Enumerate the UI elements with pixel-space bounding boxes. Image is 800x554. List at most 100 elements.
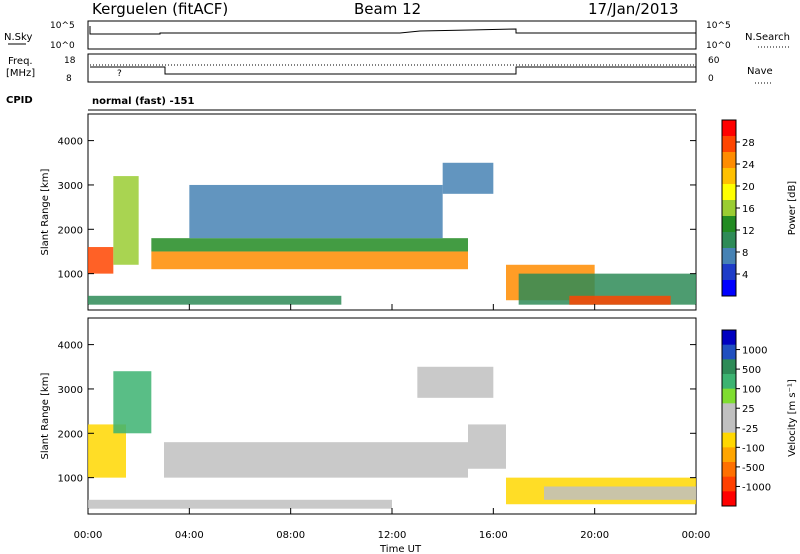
- freq-tick-top: 18: [64, 56, 76, 66]
- colorbar-tick-power-colorbar-6: 4: [742, 270, 748, 281]
- power-colorbar-label: Power [dB]: [787, 181, 798, 236]
- colorbar-swatch-velocity-colorbar-9: [722, 462, 736, 478]
- heatmap-patch-1-7: [417, 366, 494, 398]
- colorbar-tick-power-colorbar-0: 28: [742, 138, 755, 149]
- station-title: Kerguelen (fitACF): [92, 0, 228, 18]
- cpid-label: CPID: [6, 95, 33, 106]
- colorbar-tick-velocity-colorbar-6: -500: [742, 463, 765, 474]
- colorbar-swatch-power-colorbar-10: [722, 280, 736, 297]
- velocity-colorbar-label: Velocity [m s⁻¹]: [787, 379, 798, 457]
- colorbar-swatch-velocity-colorbar-11: [722, 491, 736, 507]
- colorbar-swatch-velocity-colorbar-0: [722, 330, 736, 346]
- freq-tick-bottom: 8: [66, 74, 72, 84]
- velocity-patches: [88, 366, 696, 509]
- ytick-label-1-0: 1000: [58, 474, 83, 485]
- x-axis-label: Time UT: [379, 544, 422, 554]
- nave-tick-bottom: 0: [708, 74, 714, 84]
- colorbar-tick-velocity-colorbar-0: 1000: [742, 346, 767, 357]
- heatmap-patch-0-3: [151, 238, 469, 252]
- freq-label: Freq.: [8, 56, 33, 67]
- colorbar-swatch-power-colorbar-2: [722, 152, 736, 169]
- nave-tick-top: 60: [708, 56, 720, 66]
- colorbar-swatch-velocity-colorbar-8: [722, 447, 736, 463]
- colorbar-tick-velocity-colorbar-3: 25: [742, 404, 755, 415]
- freq-trace: [90, 66, 696, 75]
- colorbar-swatch-velocity-colorbar-4: [722, 388, 736, 404]
- ytick-label-0-0: 1000: [58, 270, 83, 281]
- heatmap-patch-0-7: [569, 295, 671, 305]
- nsearch-tick-bottom: 10^0: [706, 41, 731, 51]
- freq-panel: [87, 53, 697, 83]
- heatmap-patch-1-5: [544, 486, 696, 500]
- colorbar-tick-velocity-colorbar-7: -1000: [742, 482, 771, 493]
- colorbar-tick-power-colorbar-3: 16: [742, 204, 755, 215]
- nsky-tick-bottom: 10^0: [50, 41, 75, 51]
- nave-label: Nave: [747, 66, 773, 77]
- heatmap-patch-0-4: [189, 184, 443, 239]
- colorbar-swatch-power-colorbar-5: [722, 200, 736, 217]
- heatmap-patch-0-0: [88, 247, 114, 274]
- xtick-label-6: 00:00: [682, 530, 711, 541]
- power-colorbar: 28 24 20 16 12 8 4: [721, 119, 755, 297]
- colorbar-swatch-velocity-colorbar-5: [722, 403, 736, 419]
- heatmap-patch-1-6: [88, 499, 392, 509]
- colorbar-swatch-velocity-colorbar-6: [722, 418, 736, 434]
- ytick-label-0-3: 4000: [58, 137, 83, 148]
- date-title: 17/Jan/2013: [588, 0, 679, 18]
- colorbar-tick-velocity-colorbar-5: -100: [742, 443, 765, 454]
- ytick-label-1-2: 3000: [58, 385, 83, 396]
- ytick-label-1-3: 4000: [58, 341, 83, 352]
- nsearch-tick-top: 10^5: [706, 21, 731, 31]
- colorbar-swatch-power-colorbar-7: [722, 232, 736, 249]
- xtick-label-0: 00:00: [74, 530, 103, 541]
- colorbar-frame-velocity-colorbar: [721, 329, 737, 507]
- ytick-label-0-1: 2000: [58, 225, 83, 236]
- colorbar-tick-power-colorbar-4: 12: [742, 226, 755, 237]
- ytick-label-0-2: 3000: [58, 181, 83, 192]
- velocity-ylabel: Slant Range [km]: [40, 372, 51, 459]
- freq-unit-label: [MHz]: [6, 68, 35, 79]
- nsky-trace: [89, 26, 696, 35]
- colorbar-swatch-velocity-colorbar-10: [722, 476, 736, 492]
- heatmap-patch-1-1: [113, 371, 152, 434]
- colorbar-tick-velocity-colorbar-4: -25: [742, 424, 758, 435]
- xtick-label-1: 04:00: [175, 530, 204, 541]
- colorbar-swatch-velocity-colorbar-2: [722, 359, 736, 375]
- colorbar-swatch-velocity-colorbar-7: [722, 432, 736, 448]
- nsearch-label: N.Search: [745, 32, 790, 43]
- colorbar-tick-power-colorbar-2: 20: [742, 182, 755, 193]
- colorbar-swatch-power-colorbar-3: [722, 168, 736, 185]
- heatmap-patch-1-3: [468, 424, 506, 469]
- nsky-label: N.Sky: [4, 32, 32, 43]
- heatmap-patch-0-9: [442, 162, 494, 194]
- ytick-label-1-1: 2000: [58, 429, 83, 440]
- xtick-label-5: 20:00: [580, 530, 609, 541]
- heatmap-patch-0-2: [151, 251, 469, 270]
- xtick-label-4: 16:00: [479, 530, 508, 541]
- power-ylabel: Slant Range [km]: [40, 168, 51, 255]
- heatmap-patch-1-2: [164, 442, 468, 478]
- colorbar-swatch-velocity-colorbar-3: [722, 374, 736, 390]
- velocity-yticks: 1000 2000 3000 4000: [58, 341, 696, 485]
- xtick-label-3: 12:00: [378, 530, 407, 541]
- colorbar-swatch-power-colorbar-6: [722, 216, 736, 233]
- velocity-colorbar: 1000 500 100 25 -25 -100 -500 -1000: [721, 329, 771, 507]
- colorbar-swatch-power-colorbar-4: [722, 184, 736, 201]
- colorbar-tick-power-colorbar-1: 24: [742, 160, 755, 171]
- colorbar-tick-power-colorbar-5: 8: [742, 248, 748, 259]
- colorbar-swatch-velocity-colorbar-1: [722, 344, 736, 360]
- x-axis-ticks: 00:00 04:00 08:00 12:00 16:00 20:00 00:00: [74, 304, 711, 541]
- nsky-tick-top: 10^5: [50, 21, 75, 31]
- colorbar-tick-velocity-colorbar-1: 500: [742, 365, 761, 376]
- nsky-panel: [87, 20, 697, 50]
- power-patches: [88, 162, 696, 305]
- freq-marker: ?: [117, 69, 122, 79]
- colorbar-swatch-power-colorbar-1: [722, 136, 736, 153]
- colorbar-tick-velocity-colorbar-2: 100: [742, 385, 761, 396]
- cpid-text: normal (fast) -151: [92, 96, 195, 107]
- xtick-label-2: 08:00: [276, 530, 305, 541]
- heatmap-patch-0-1: [113, 176, 139, 265]
- colorbar-swatch-power-colorbar-0: [722, 120, 736, 137]
- colorbar-swatch-power-colorbar-9: [722, 264, 736, 281]
